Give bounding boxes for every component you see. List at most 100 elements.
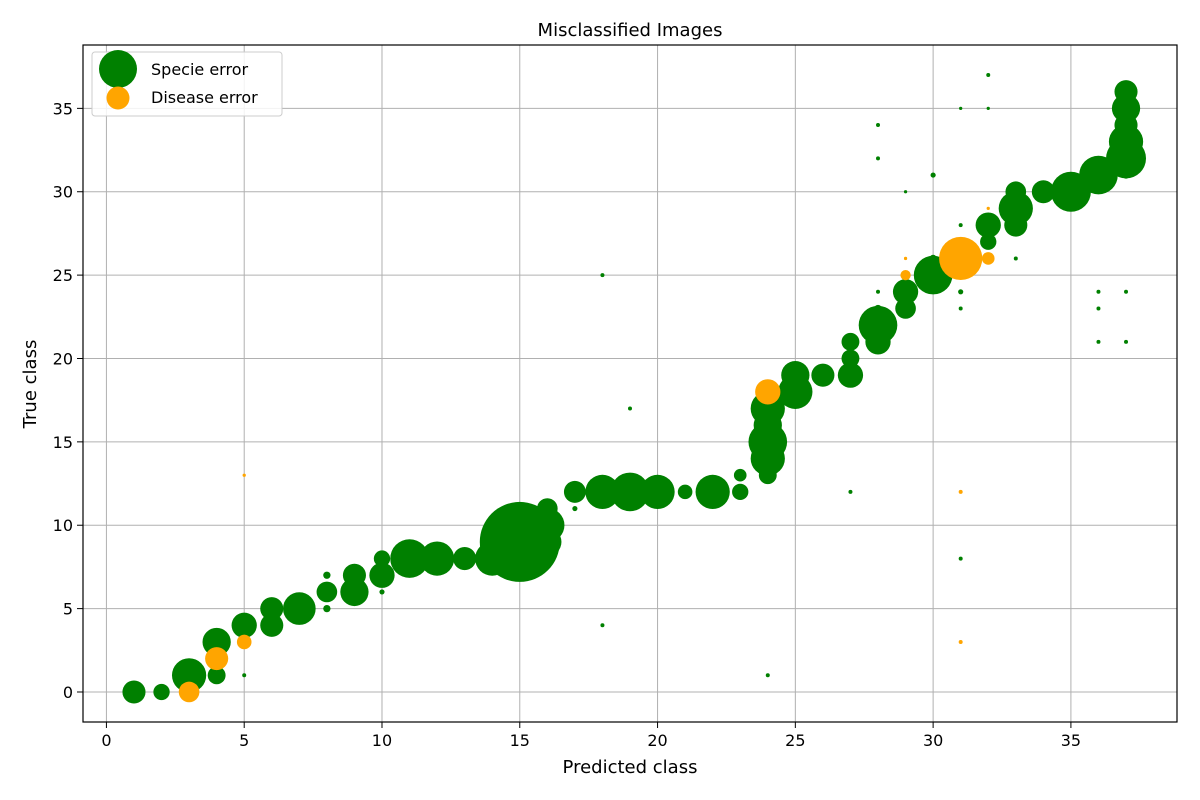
legend-box bbox=[91, 51, 283, 117]
specie-error-point bbox=[837, 362, 864, 388]
specie-error-point bbox=[242, 673, 247, 678]
specie-error-point bbox=[733, 468, 747, 482]
disease-error-point bbox=[958, 639, 963, 644]
specie-error-point bbox=[260, 613, 284, 637]
specie-error-point bbox=[316, 581, 338, 603]
specie-error-point bbox=[563, 480, 586, 503]
specie-error-point bbox=[600, 623, 605, 628]
y-tick-label: 25 bbox=[53, 266, 73, 285]
specie-error-point bbox=[903, 190, 908, 194]
x-tick-label: 35 bbox=[1061, 731, 1081, 750]
specie-error-point bbox=[323, 571, 331, 579]
disease-error-point bbox=[178, 681, 200, 703]
specie-error-point bbox=[231, 612, 257, 638]
specie-error-point bbox=[998, 191, 1033, 226]
specie-error-point bbox=[980, 233, 997, 250]
specie-error-point bbox=[750, 441, 785, 476]
grid-lines bbox=[83, 45, 1177, 722]
specie-error-point bbox=[958, 306, 963, 311]
series-specie-error bbox=[122, 73, 1147, 704]
specie-error-point bbox=[122, 680, 146, 704]
specie-error-point bbox=[975, 212, 1001, 238]
disease-error-point bbox=[939, 236, 983, 281]
y-tick-label: 30 bbox=[53, 183, 73, 202]
specie-error-point bbox=[895, 298, 916, 319]
specie-error-point bbox=[765, 673, 770, 678]
specie-error-point bbox=[1068, 173, 1073, 178]
disease-error-point bbox=[981, 252, 995, 265]
specie-error-point bbox=[1106, 138, 1147, 179]
specie-error-point bbox=[1122, 171, 1130, 179]
specie-error-point bbox=[841, 332, 860, 351]
specie-error-point bbox=[1096, 289, 1101, 294]
y-axis-label: True class bbox=[20, 340, 41, 430]
disease-error-point bbox=[958, 489, 963, 494]
legend: Specie error Disease error bbox=[91, 50, 283, 117]
y-tick-label: 0 bbox=[63, 683, 73, 702]
x-axis-label: Predicted class bbox=[563, 757, 698, 778]
y-tick-label: 15 bbox=[53, 433, 73, 452]
x-tick-label: 5 bbox=[239, 731, 249, 750]
chart-title: Misclassified Images bbox=[538, 20, 723, 41]
specie-error-point bbox=[876, 123, 881, 128]
x-tick-label: 0 bbox=[101, 731, 111, 750]
specie-error-point bbox=[778, 374, 813, 409]
specie-error-point bbox=[1096, 339, 1101, 344]
specie-error-point bbox=[1031, 180, 1055, 204]
specie-error-point bbox=[876, 156, 881, 161]
specie-error-point bbox=[1096, 306, 1101, 311]
disease-error-point bbox=[986, 206, 990, 211]
x-tick-label: 10 bbox=[372, 731, 392, 750]
specie-error-point bbox=[369, 562, 395, 588]
specie-error-point bbox=[572, 505, 578, 512]
specie-error-point bbox=[202, 627, 231, 657]
legend-marker-disease-error bbox=[106, 86, 130, 110]
specie-error-point bbox=[390, 539, 429, 578]
disease-error-point bbox=[242, 473, 246, 477]
specie-error-point bbox=[171, 658, 207, 693]
specie-error-point bbox=[758, 466, 777, 485]
specie-error-point bbox=[958, 289, 964, 295]
series-disease-error bbox=[178, 206, 995, 703]
specie-error-point bbox=[930, 172, 936, 178]
legend-label-disease-error: Disease error bbox=[151, 88, 258, 107]
specie-error-point bbox=[1004, 213, 1028, 237]
specie-error-point bbox=[732, 483, 749, 501]
specie-error-point bbox=[585, 474, 620, 510]
specie-error-point bbox=[1096, 190, 1101, 194]
legend-marker-specie-error bbox=[99, 50, 137, 88]
specie-error-point bbox=[610, 472, 650, 512]
specie-error-point bbox=[876, 289, 881, 294]
specie-error-point bbox=[1111, 94, 1141, 123]
y-tick-label: 20 bbox=[53, 349, 73, 368]
specie-error-point bbox=[1124, 339, 1129, 344]
specie-error-point bbox=[600, 273, 605, 278]
specie-error-point bbox=[811, 363, 835, 387]
y-tick-label: 35 bbox=[53, 99, 73, 118]
specie-error-point bbox=[340, 577, 369, 607]
disease-error-point bbox=[903, 256, 908, 261]
specie-error-point bbox=[695, 474, 730, 510]
x-tick-label: 20 bbox=[647, 731, 667, 750]
specie-error-point bbox=[323, 604, 331, 613]
disease-error-point bbox=[755, 379, 781, 405]
data-points bbox=[122, 73, 1147, 704]
specie-error-point bbox=[677, 484, 693, 500]
x-tick-label: 30 bbox=[923, 731, 943, 750]
specie-error-point bbox=[640, 474, 675, 510]
specie-error-point bbox=[958, 223, 963, 228]
specie-error-point bbox=[892, 279, 919, 305]
specie-error-point bbox=[533, 527, 562, 557]
specie-error-point bbox=[282, 592, 316, 625]
x-tick-label: 25 bbox=[785, 731, 805, 750]
specie-error-point bbox=[958, 556, 963, 561]
specie-error-point bbox=[959, 106, 963, 110]
specie-error-point bbox=[1013, 256, 1018, 261]
specie-error-point bbox=[841, 349, 860, 368]
disease-error-point bbox=[900, 269, 911, 281]
plot-area-border bbox=[82, 44, 1178, 723]
specie-error-point bbox=[379, 589, 385, 595]
specie-error-point bbox=[153, 683, 170, 701]
specie-error-point bbox=[865, 329, 891, 355]
